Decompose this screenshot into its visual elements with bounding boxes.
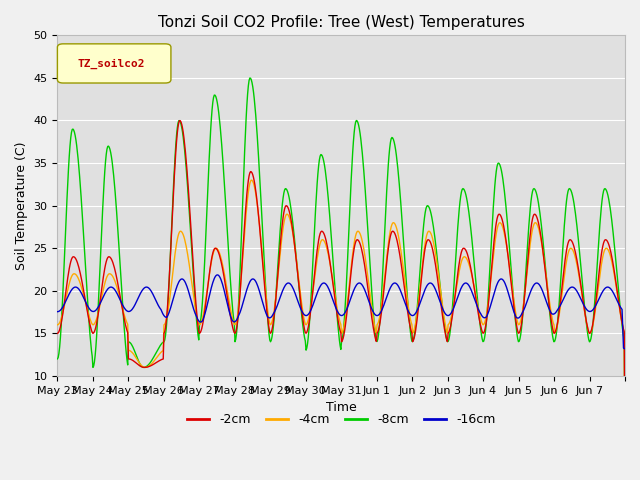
Text: TZ_soilco2: TZ_soilco2: [77, 59, 145, 69]
Legend: -2cm, -4cm, -8cm, -16cm: -2cm, -4cm, -8cm, -16cm: [182, 408, 500, 431]
X-axis label: Time: Time: [326, 401, 356, 414]
Title: Tonzi Soil CO2 Profile: Tree (West) Temperatures: Tonzi Soil CO2 Profile: Tree (West) Temp…: [158, 15, 525, 30]
Y-axis label: Soil Temperature (C): Soil Temperature (C): [15, 142, 28, 270]
FancyBboxPatch shape: [58, 44, 171, 83]
